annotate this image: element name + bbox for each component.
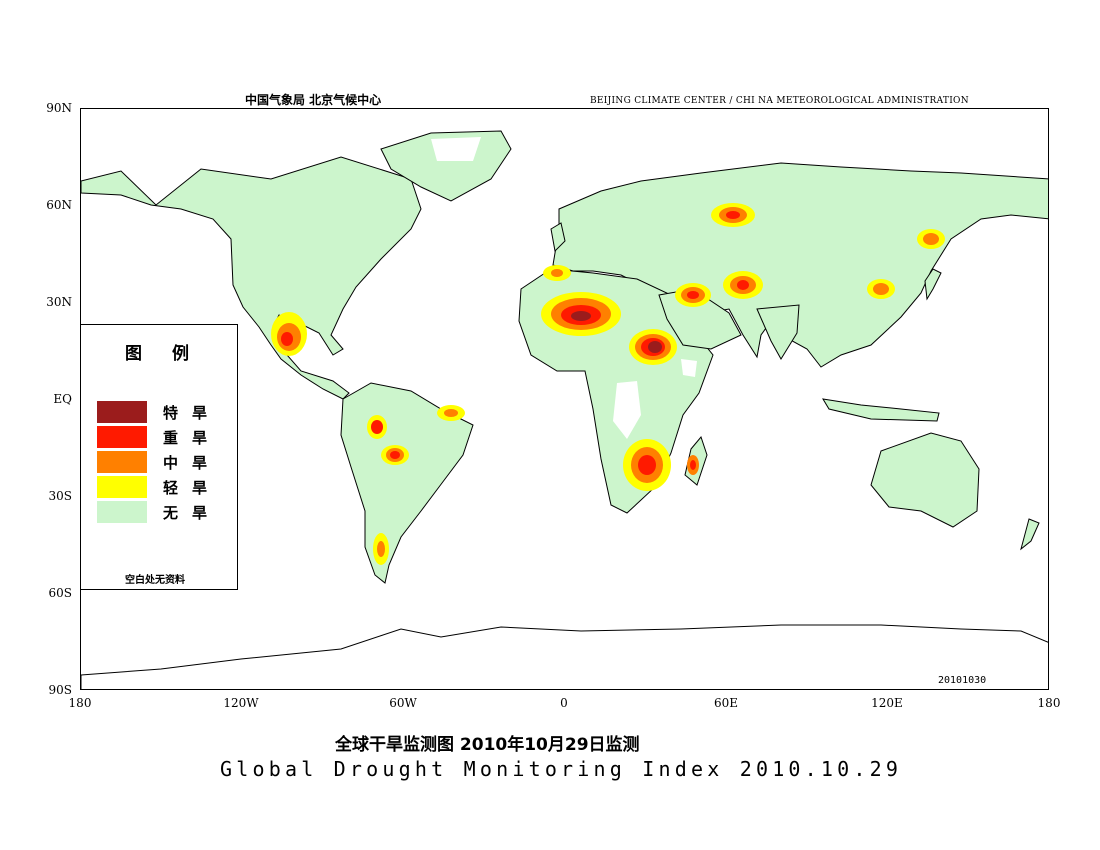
hotspot-sudan bbox=[629, 329, 677, 365]
lon-label-120w: 120W bbox=[223, 696, 259, 710]
legend-label-light: 轻旱 bbox=[163, 479, 222, 497]
japan-landmass bbox=[924, 268, 942, 301]
africa-no-data bbox=[613, 381, 641, 439]
legend-label-moderate: 中旱 bbox=[163, 454, 222, 472]
lat-label-90s: 90S bbox=[48, 683, 73, 697]
caption-cn: 全球干旱监测图 2010年10月29日监测 bbox=[335, 735, 640, 755]
hotspot-russia bbox=[711, 203, 755, 227]
issue-stamp: 20101030 bbox=[938, 675, 987, 686]
hotspot-madagascar bbox=[687, 455, 699, 475]
lon-label-0: 0 bbox=[560, 696, 568, 710]
lat-label-30s: 30S bbox=[48, 489, 73, 503]
legend-label-extreme: 特旱 bbox=[163, 404, 222, 422]
legend-panel: 图例 特旱 重旱 中旱 轻旱 无旱 空白处无资料 bbox=[80, 324, 238, 590]
hotspot-northeast-asia bbox=[917, 229, 945, 249]
hotspot-central-asia bbox=[723, 271, 763, 299]
drought-map bbox=[80, 108, 1049, 690]
arabia-no-data bbox=[681, 359, 697, 377]
legend-swatch-extreme bbox=[97, 401, 147, 423]
legend-swatch-none bbox=[97, 501, 147, 523]
lat-label-eq: EQ bbox=[53, 392, 72, 406]
hotspot-amazon bbox=[367, 415, 409, 465]
legend-swatch-moderate bbox=[97, 451, 147, 473]
hotspot-middle-east bbox=[675, 283, 711, 307]
header-cn-agency: 中国气象局 北京气候中心 bbox=[245, 93, 382, 107]
lon-label-120e: 120E bbox=[871, 696, 903, 710]
world-map-graphic bbox=[81, 130, 1048, 689]
hotspot-spain bbox=[543, 265, 571, 281]
indonesia-landmass bbox=[822, 398, 940, 422]
legend-no-data-note: 空白处无资料 bbox=[125, 575, 185, 586]
india-landmass bbox=[756, 304, 800, 360]
hotspot-patagonia bbox=[373, 533, 389, 565]
australia-landmass bbox=[870, 432, 980, 528]
hotspot-brazil-east bbox=[437, 405, 465, 421]
greenland-landmass bbox=[380, 130, 512, 202]
caption-en: Global Drought Monitoring Index 2010.10.… bbox=[220, 757, 903, 781]
legend-label-severe: 重旱 bbox=[163, 429, 222, 447]
lon-label-180e: 180 bbox=[1037, 696, 1061, 710]
antarctica-landmass bbox=[81, 624, 1048, 689]
hotspot-sahara bbox=[541, 292, 621, 336]
lat-label-60n: 60N bbox=[46, 198, 72, 212]
lon-label-180w: 180 bbox=[68, 696, 92, 710]
lat-label-90n: 90N bbox=[46, 101, 72, 115]
hotspot-mexico bbox=[271, 312, 307, 356]
header-en-agency: BEIJING CLIMATE CENTER / CHI NA METEOROL… bbox=[590, 96, 969, 106]
lat-label-30n: 30N bbox=[46, 295, 72, 309]
hotspot-china bbox=[867, 279, 895, 299]
greenland-no-data bbox=[431, 137, 481, 161]
new-zealand-landmass bbox=[1020, 518, 1040, 551]
legend-swatch-light bbox=[97, 476, 147, 498]
hotspot-southern-africa bbox=[623, 439, 671, 491]
uk-landmass bbox=[550, 222, 566, 253]
legend-title: 图例 bbox=[125, 344, 219, 364]
legend-swatch-severe bbox=[97, 426, 147, 448]
lon-label-60e: 60E bbox=[713, 696, 739, 710]
legend-label-none: 无旱 bbox=[163, 504, 222, 522]
lat-label-60s: 60S bbox=[48, 586, 73, 600]
lon-label-60w: 60W bbox=[389, 696, 417, 710]
